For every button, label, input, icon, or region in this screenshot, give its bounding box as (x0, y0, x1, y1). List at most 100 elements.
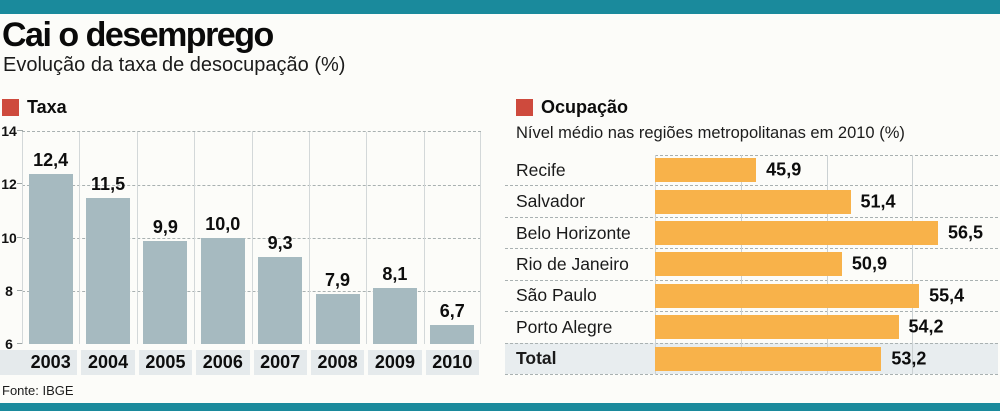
column-separator (423, 132, 425, 344)
taxa-bar-columns: 12,4 11,5 9,9 10,0 9,3 7,9 8,1 6,7 (22, 132, 481, 344)
ocupacao-bar (655, 315, 899, 340)
row-category-label: Recife (516, 159, 566, 180)
ocupacao-bar (655, 252, 842, 277)
chart-row: Recife 45,9 (505, 155, 998, 185)
x-axis-category-label: 2008 (310, 350, 365, 375)
row-bar-zone: 50,9 (655, 249, 998, 279)
bar-value-label: 6,7 (439, 301, 465, 322)
x-axis-category-label: 2009 (368, 350, 422, 375)
column-separator (251, 132, 253, 344)
y-axis-tick-mark (17, 183, 23, 185)
bar-value-label: 51,4 (860, 191, 896, 212)
ocupacao-bar (655, 189, 851, 214)
red-square-icon (2, 99, 19, 116)
column-separator (194, 132, 196, 344)
taxa-legend-label: Taxa (27, 97, 67, 117)
ocupacao-subtitle: Nível médio nas regiões metropolitanas e… (516, 124, 905, 142)
taxa-bar-column: 7,9 (309, 132, 366, 344)
bar-value-label: 9,9 (152, 216, 178, 237)
row-bar-zone: 56,5 (655, 218, 998, 248)
taxa-plot-area: 12,4 11,5 9,9 10,0 9,3 7,9 8,1 6,7 (22, 131, 481, 344)
row-category-label: Total (516, 348, 557, 369)
taxa-bar (258, 256, 303, 344)
y-axis-tick-label: 10 (1, 229, 17, 246)
taxa-bar (143, 240, 188, 344)
column-separator (308, 132, 310, 344)
x-axis-category-label: 2003 (24, 350, 78, 375)
bar-value-label: 12,4 (33, 150, 69, 171)
x-axis-category-label: 2004 (81, 350, 135, 375)
unemployment-rate-bar-chart: 14 12 10 8 6 12,4 11,5 9,9 10,0 9,3 7,9 8,1 6,7 200… (0, 123, 490, 376)
ocupacao-bar (655, 283, 920, 308)
x-axis-category-label: 2010 (425, 350, 479, 375)
taxa-legend: Taxa (2, 97, 67, 118)
top-accent-bar (0, 0, 1000, 14)
taxa-x-axis-labels: 2003 2004 2005 2006 2007 2008 2009 2010 (0, 350, 490, 375)
column-separator (366, 132, 368, 344)
chart-row: Salvador 51,4 (505, 185, 998, 216)
chart-row: Porto Alegre 54,2 (505, 311, 998, 342)
x-axis-category-label: 2006 (196, 350, 250, 375)
ocupacao-bar (655, 221, 938, 246)
y-axis-tick-label: 6 (5, 336, 13, 352)
taxa-bar (372, 288, 417, 344)
y-axis-tick-mark (17, 236, 23, 238)
bar-value-label: 55,4 (929, 285, 965, 306)
ocupacao-legend-label: Ocupação (541, 97, 629, 117)
column-separator (480, 132, 481, 344)
bar-value-label: 54,2 (908, 316, 944, 337)
taxa-bar-column: 12,4 (22, 132, 79, 344)
column-separator (136, 132, 138, 344)
red-square-icon (516, 99, 533, 116)
taxa-bar-column: 8,1 (366, 132, 423, 344)
source-note: Fonte: IBGE (2, 383, 74, 398)
bar-value-label: 50,9 (851, 253, 887, 274)
bar-value-label: 7,9 (325, 269, 351, 290)
row-category-label: Belo Horizonte (516, 222, 631, 243)
chart-row: Belo Horizonte 56,5 (505, 216, 998, 248)
taxa-bar-column: 9,3 (252, 132, 309, 344)
taxa-bar (86, 198, 131, 344)
taxa-bar (200, 238, 245, 344)
bar-value-label: 45,9 (766, 159, 802, 180)
row-bar-zone: 53,2 (655, 344, 998, 374)
bar-value-label: 11,5 (91, 174, 126, 195)
taxa-bar (28, 174, 73, 344)
y-axis-tick-mark (17, 343, 23, 344)
bar-value-label: 56,5 (947, 222, 984, 243)
y-axis-tick-label: 8 (5, 282, 13, 299)
ocupacao-bar (655, 158, 757, 183)
bottom-accent-bar (0, 403, 1000, 411)
ocupacao-legend: Ocupação (516, 97, 628, 118)
page-title: Cai o desemprego (2, 16, 274, 54)
row-bar-zone: 54,2 (655, 312, 998, 342)
bar-value-label: 10,0 (205, 214, 241, 234)
chart-row: Rio de Janeiro 50,9 (505, 248, 998, 279)
row-category-label: Porto Alegre (516, 316, 613, 337)
taxa-bar (430, 325, 475, 344)
chart-row: Total 53,2 (505, 342, 998, 374)
row-category-label: São Paulo (516, 285, 597, 306)
x-axis-category-label: 2005 (138, 350, 193, 375)
row-category-label: Salvador (516, 191, 586, 212)
x-axis-category-label: 2007 (253, 350, 307, 375)
row-bar-zone: 45,9 (655, 155, 998, 185)
row-bar-zone: 55,4 (655, 281, 998, 311)
taxa-bar-column: 6,7 (424, 132, 481, 344)
bar-value-label: 8,1 (382, 264, 408, 285)
bar-value-label: 53,2 (891, 348, 927, 369)
column-separator (79, 132, 81, 344)
y-axis-tick-label: 14 (1, 123, 17, 139)
page-subtitle: Evolução da taxa de desocupação (%) (3, 54, 346, 76)
column-separator (22, 132, 23, 344)
taxa-bar-column: 11,5 (79, 132, 136, 344)
x-axis-strip-filler (0, 350, 24, 375)
chart-row: São Paulo 55,4 (505, 279, 998, 311)
bar-value-label: 9,3 (267, 232, 293, 253)
taxa-y-axis: 14 12 10 8 6 (0, 123, 23, 352)
row-category-label: Rio de Janeiro (516, 253, 629, 274)
y-axis-tick-mark (17, 130, 23, 131)
y-axis-tick-mark (17, 289, 23, 291)
taxa-bar-column: 9,9 (137, 132, 194, 344)
